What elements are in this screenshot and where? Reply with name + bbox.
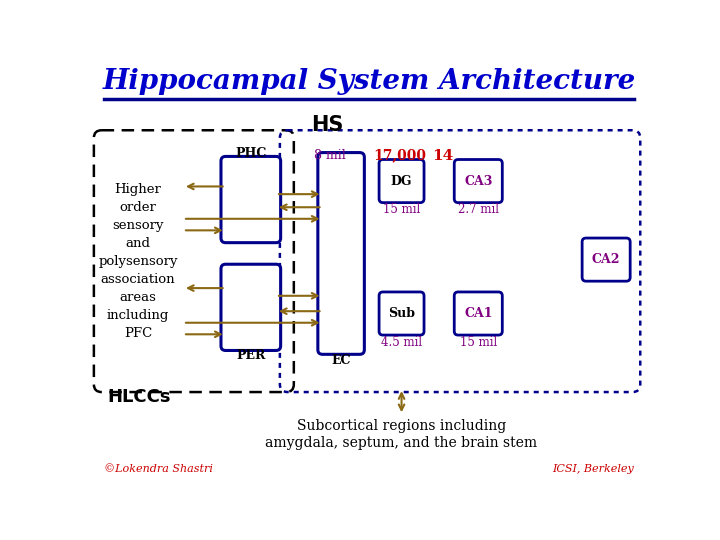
FancyBboxPatch shape [379,292,424,335]
Text: 14: 14 [432,148,454,163]
Text: 4.5 mil: 4.5 mil [381,335,422,348]
Text: 2.7 mil: 2.7 mil [458,203,499,216]
Text: 15 mil: 15 mil [383,203,420,216]
Text: 17,000: 17,000 [373,148,426,163]
Text: ©Lokendra Shastri: ©Lokendra Shastri [104,464,213,474]
FancyBboxPatch shape [454,292,503,335]
Text: DG: DG [391,174,413,187]
Text: PER: PER [236,349,266,362]
Text: Sub: Sub [388,307,415,320]
FancyBboxPatch shape [379,159,424,202]
Text: Hippocampal System Architecture: Hippocampal System Architecture [102,68,636,95]
FancyBboxPatch shape [221,157,281,242]
Text: Higher
order
sensory
and
polysensory
association
areas
including
PFC: Higher order sensory and polysensory ass… [99,183,178,340]
Text: Subcortical regions including
amygdala, septum, and the brain stem: Subcortical regions including amygdala, … [266,419,538,449]
Text: PHC: PHC [235,147,266,160]
Text: CA1: CA1 [464,307,492,320]
FancyBboxPatch shape [454,159,503,202]
Text: EC: EC [331,354,351,367]
FancyBboxPatch shape [318,153,364,354]
Text: 8 mil: 8 mil [314,149,346,162]
FancyBboxPatch shape [221,264,281,350]
FancyBboxPatch shape [582,238,630,281]
Text: HLCCs: HLCCs [107,388,171,407]
Text: 15 mil: 15 mil [459,335,497,348]
Text: HS: HS [311,115,343,135]
Text: CA2: CA2 [592,253,621,266]
Text: ICSI, Berkeley: ICSI, Berkeley [552,464,634,474]
Text: CA3: CA3 [464,174,492,187]
